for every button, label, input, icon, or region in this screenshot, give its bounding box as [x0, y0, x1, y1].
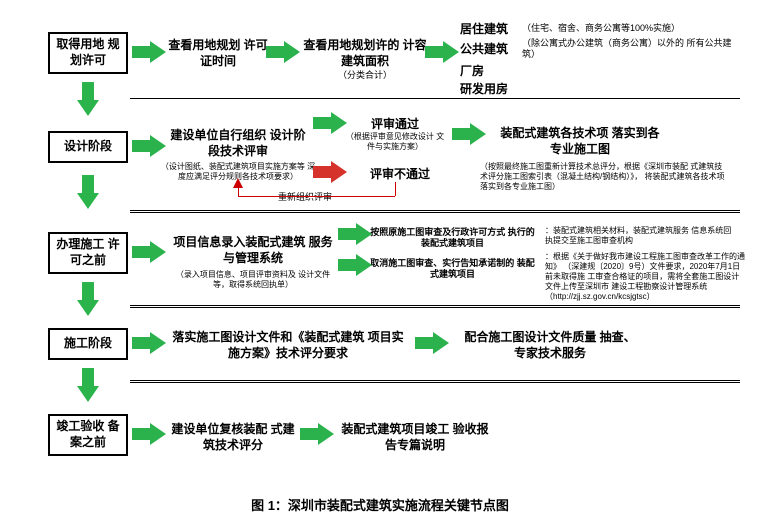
arrows	[0, 0, 760, 523]
red-line-h	[238, 196, 395, 197]
red-arrowhead	[233, 178, 243, 188]
red-line-v	[395, 182, 396, 196]
